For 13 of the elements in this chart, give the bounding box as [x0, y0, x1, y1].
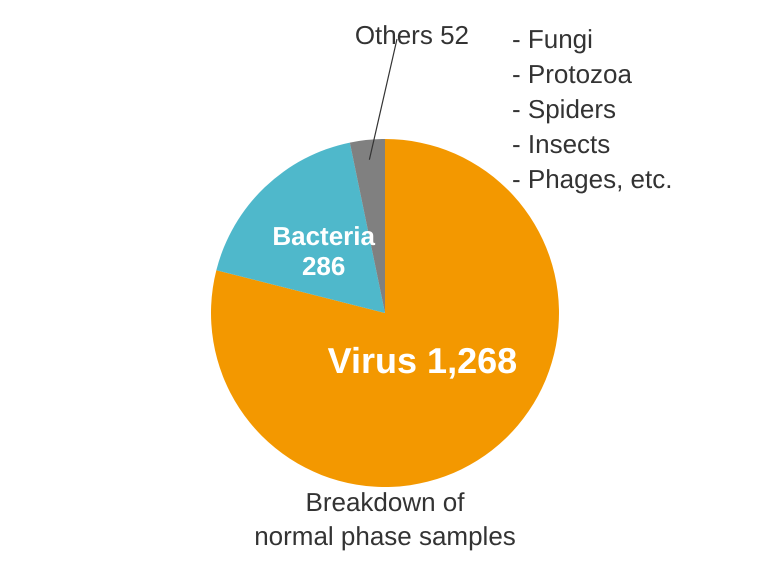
slice-label: Bacteria [272, 220, 376, 251]
data-label: 286 [302, 250, 346, 281]
text: - Phages, etc. [512, 164, 672, 194]
text: - Protozoa [512, 59, 632, 89]
slice-label: Others [354, 20, 433, 50]
text: - Insects [512, 129, 610, 159]
text: - Fungi [512, 24, 593, 54]
text: - Spiders [512, 94, 616, 124]
data-label: 1,268 [427, 340, 518, 382]
pie-slice [216, 142, 385, 313]
slice-label: Virus [328, 340, 418, 382]
data-label: 52 [440, 20, 469, 50]
text: Breakdown of normal phase samples [254, 487, 516, 551]
